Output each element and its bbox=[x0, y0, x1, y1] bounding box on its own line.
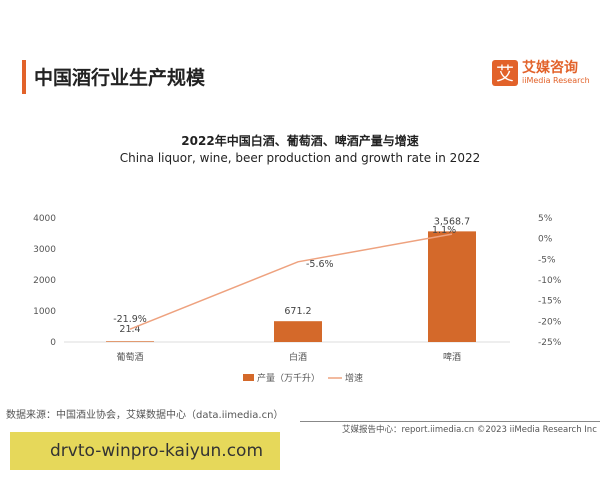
bar-data-label: 671.2 bbox=[284, 306, 311, 317]
line-data-label: -21.9% bbox=[113, 314, 147, 325]
y2-tick-label: 5% bbox=[538, 214, 553, 224]
legend-bar-swatch bbox=[243, 374, 254, 381]
logo-en: iiMedia Research bbox=[522, 76, 590, 85]
bar bbox=[106, 341, 154, 342]
logo-cn: 艾媒咨询 bbox=[522, 60, 578, 76]
bar-data-label: 21.4 bbox=[119, 324, 140, 335]
legend-line-label: 增速 bbox=[345, 372, 363, 384]
chart: 0 1000 2000 3000 4000 -25% -20% -15% -10% -5% 0% 5%… bbox=[33, 214, 562, 384]
y-tick-label: 1000 bbox=[33, 307, 56, 317]
bar bbox=[428, 231, 476, 342]
chart-subtitle: China liquor, wine, beer production and … bbox=[119, 151, 481, 165]
legend-bar-label: 产量（万千升） bbox=[257, 372, 320, 384]
chart-title: 2022年中国白酒、葡萄酒、啤酒产量与增速 bbox=[181, 134, 419, 148]
y2-tick-label: -10% bbox=[538, 276, 562, 286]
footer-divider bbox=[300, 421, 600, 422]
watermark-text: drvto-winpro-kaiyun.com bbox=[50, 441, 264, 461]
bar bbox=[274, 321, 322, 342]
line-data-label: -5.6% bbox=[306, 259, 334, 270]
title-accent-bar bbox=[22, 60, 26, 94]
page-title: 中国酒行业生产规模 bbox=[34, 67, 206, 89]
logo: 艾 艾媒咨询 iiMedia Research bbox=[492, 60, 590, 86]
line-data-label: 1.1% bbox=[432, 225, 456, 236]
logo-mark: 艾 bbox=[492, 60, 518, 86]
y2-tick-label: -20% bbox=[538, 317, 562, 327]
y2-tick-label: -15% bbox=[538, 297, 562, 307]
y2-tick-label: -5% bbox=[538, 255, 556, 265]
growth-line bbox=[129, 233, 453, 330]
source-note: 数据来源：中国酒业协会，艾媒数据中心（data.iimedia.cn） bbox=[6, 410, 284, 421]
bar-data-label: 3,568.7 bbox=[434, 216, 470, 227]
x-tick-label: 白酒 bbox=[289, 351, 307, 363]
x-tick-label: 葡萄酒 bbox=[116, 351, 143, 363]
y2-tick-label: 0% bbox=[538, 235, 553, 245]
y-tick-label: 4000 bbox=[33, 214, 56, 224]
footer: 艾媒报告中心：report.iimedia.cn ©2023 iiMedia R… bbox=[342, 425, 597, 435]
y-tick-label: 3000 bbox=[33, 245, 56, 255]
y-tick-label: 2000 bbox=[33, 276, 56, 286]
y2-tick-label: -25% bbox=[538, 338, 562, 348]
watermark-banner: drvto-winpro-kaiyun.com bbox=[10, 432, 280, 470]
y-tick-label: 0 bbox=[50, 338, 56, 348]
x-tick-label: 啤酒 bbox=[443, 351, 461, 363]
